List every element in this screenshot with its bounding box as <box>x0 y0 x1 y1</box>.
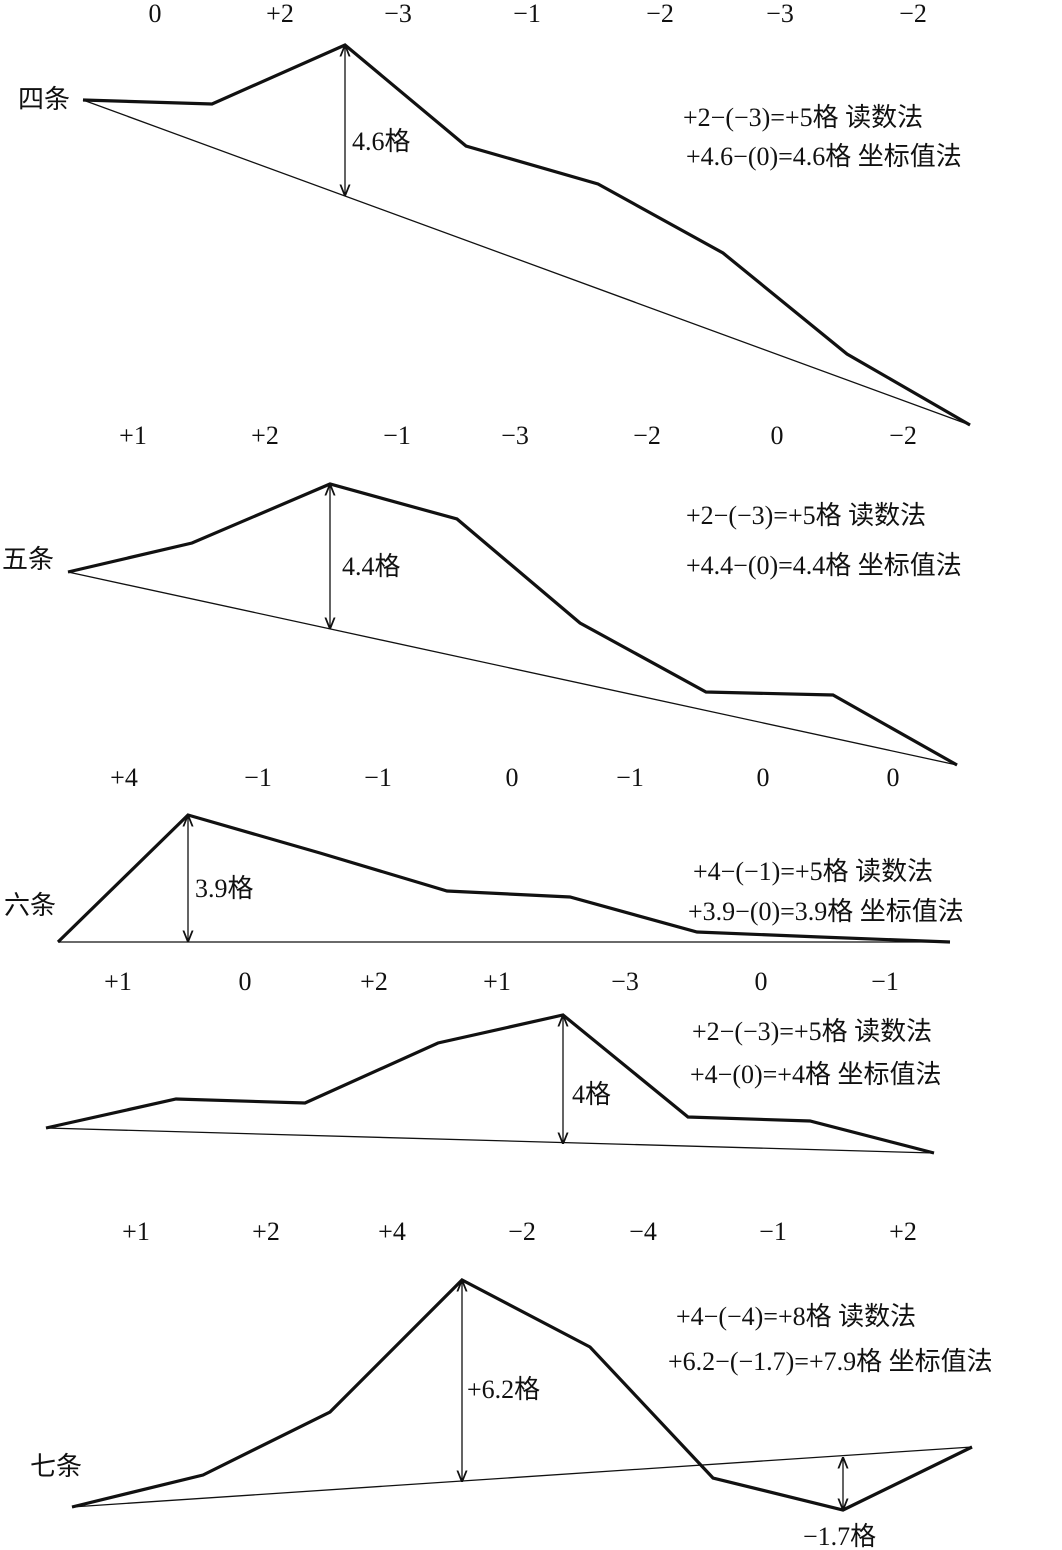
reading-label: +4 <box>378 1217 406 1246</box>
reading-label: 0 <box>238 967 252 996</box>
formula-reading-method: +2−(−3)=+5格 读数法 <box>686 501 927 530</box>
reading-label: +2 <box>266 0 294 28</box>
reading-label: 0 <box>505 763 519 792</box>
reference-line <box>82 99 971 426</box>
reading-label: +1 <box>483 967 511 996</box>
formula-coordinate-method: +4−(0)=+4格 坐标值法 <box>690 1060 942 1089</box>
reading-label: +4 <box>110 763 138 792</box>
error-curve <box>71 1278 973 1512</box>
reading-label: −2 <box>899 0 927 28</box>
reference-line <box>45 1127 935 1154</box>
reading-label: −1 <box>759 1217 787 1246</box>
reading-label: −3 <box>501 421 529 450</box>
deviation-label: +6.2格 <box>467 1375 541 1404</box>
reading-label: +2 <box>889 1217 917 1246</box>
deviation-label: 4.6格 <box>352 127 411 156</box>
formula-reading-method: +2−(−3)=+5格 读数法 <box>683 103 924 132</box>
reading-label: 0 <box>756 763 770 792</box>
reading-label: −2 <box>633 421 661 450</box>
formula-coordinate-method: +4.6−(0)=4.6格 坐标值法 <box>686 142 962 171</box>
panel-name: 六条 <box>4 891 57 920</box>
error-curve <box>45 1013 935 1155</box>
reading-label: −3 <box>384 0 412 28</box>
reference-line <box>67 571 958 766</box>
reading-label: 0 <box>886 763 900 792</box>
deviation-label: 3.9格 <box>195 874 254 903</box>
formula-coordinate-method: +4.4−(0)=4.4格 坐标值法 <box>686 551 962 580</box>
reading-label: +1 <box>104 967 132 996</box>
reading-label: +1 <box>122 1217 150 1246</box>
error-curve <box>56 813 951 944</box>
reading-label: +2 <box>252 1217 280 1246</box>
reading-label: −2 <box>508 1217 536 1246</box>
reading-label: −2 <box>889 421 917 450</box>
reading-label: 0 <box>770 421 784 450</box>
reading-label: +2 <box>360 967 388 996</box>
reading-label: −1 <box>383 421 411 450</box>
reference-line <box>71 1446 973 1508</box>
formula-reading-method: +4−(−1)=+5格 读数法 <box>693 857 934 886</box>
deviation-label: 4.4格 <box>342 552 401 581</box>
reading-label: 0 <box>148 0 162 28</box>
reading-label: −1 <box>244 763 272 792</box>
reading-label: −3 <box>611 967 639 996</box>
formula-reading-method: +4−(−4)=+8格 读数法 <box>676 1302 917 1331</box>
reading-label: −2 <box>646 0 674 28</box>
panel-name: 五条 <box>2 545 55 574</box>
error-curve <box>82 43 971 427</box>
error-curve <box>67 482 958 767</box>
reading-label: −4 <box>629 1217 657 1246</box>
reading-label: +2 <box>251 421 279 450</box>
panel-name: 四条 <box>18 85 71 114</box>
reading-label: −1 <box>513 0 541 28</box>
formula-coordinate-method: +6.2−(−1.7)=+7.9格 坐标值法 <box>668 1347 993 1376</box>
reading-label: −1 <box>364 763 392 792</box>
formula-coordinate-method: +3.9−(0)=3.9格 坐标值法 <box>688 897 964 926</box>
reading-label: +1 <box>119 421 147 450</box>
formula-reading-method: +2−(−3)=+5格 读数法 <box>692 1017 933 1046</box>
deviation-label: 4格 <box>572 1080 612 1109</box>
reading-label: 0 <box>754 967 768 996</box>
panel-name: 七条 <box>30 1452 83 1481</box>
reading-label: −1 <box>871 967 899 996</box>
reading-label: −1 <box>616 763 644 792</box>
reading-label: −3 <box>766 0 794 28</box>
deviation-label: −1.7格 <box>803 1522 877 1550</box>
